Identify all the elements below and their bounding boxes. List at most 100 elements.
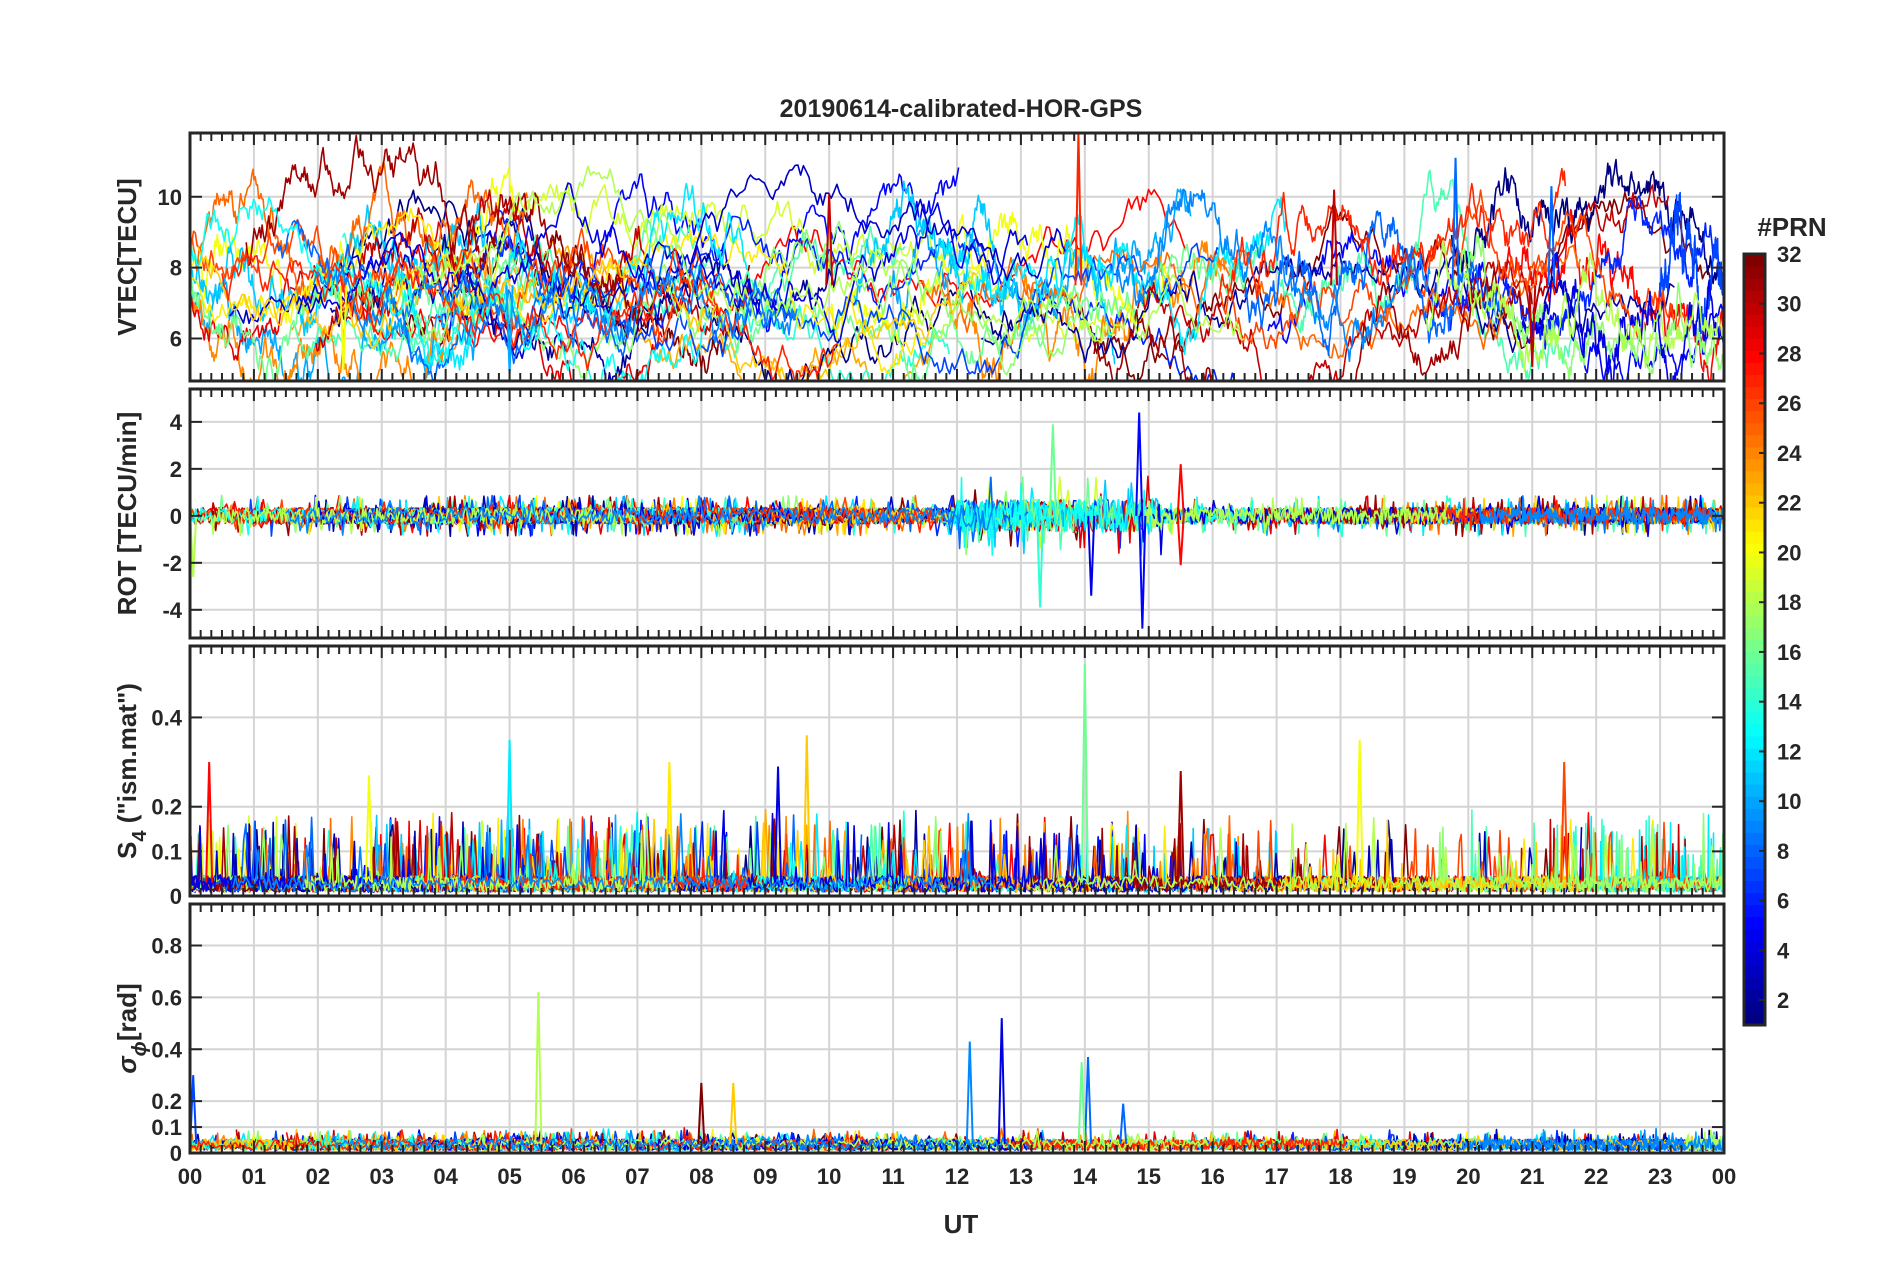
y-tick-label: 4 bbox=[170, 410, 183, 435]
series-line-prn-9 bbox=[285, 495, 996, 536]
panel-vtec: 6 8 10 VTEC[TECU] bbox=[112, 131, 1726, 383]
colorbar-tick-label: 6 bbox=[1777, 889, 1789, 914]
x-tick-label: 08 bbox=[689, 1164, 713, 1189]
peak-prn-8 bbox=[1119, 1103, 1128, 1144]
colorbar-tick-label: 12 bbox=[1777, 739, 1801, 764]
colorbar-swatch bbox=[1744, 639, 1765, 653]
x-tick-label: 06 bbox=[561, 1164, 585, 1189]
x-axis-label: UT bbox=[944, 1209, 979, 1239]
colorbar-swatch bbox=[1744, 796, 1765, 809]
series-line-prn-8 bbox=[1244, 210, 1504, 357]
colorbar-swatch bbox=[1744, 362, 1765, 376]
x-tick-label: 05 bbox=[497, 1164, 521, 1189]
colorbar-swatch bbox=[1744, 759, 1765, 773]
y-axis-label-sigma_phi: σϕ[rad] bbox=[112, 983, 151, 1073]
colorbar-tick-label: 24 bbox=[1777, 441, 1802, 466]
colorbar-tick-label: 10 bbox=[1777, 789, 1801, 814]
colorbar-swatch bbox=[1744, 591, 1765, 604]
colorbar-swatch bbox=[1744, 458, 1765, 472]
peak-prn-4 bbox=[1087, 515, 1096, 596]
x-tick-label: 01 bbox=[242, 1164, 266, 1189]
colorbar-swatch bbox=[1744, 892, 1765, 906]
peak-prn-27 bbox=[1074, 133, 1083, 286]
colorbar-swatch bbox=[1744, 374, 1765, 388]
y-tick-label: 2 bbox=[170, 457, 182, 482]
y-tick-label: 0 bbox=[170, 504, 182, 529]
panel-sigma_phi: 00.10.2 0.4 0.6 0.8σϕ[rad] bbox=[112, 902, 1726, 1166]
colorbar-tick-label: 20 bbox=[1777, 540, 1801, 565]
series-line-prn-28 bbox=[1503, 208, 1724, 381]
colorbar-swatch bbox=[1744, 988, 1765, 1002]
series-line-prn-21 bbox=[190, 207, 927, 374]
peak-prn-28 bbox=[1176, 515, 1185, 566]
series-vtec bbox=[190, 133, 1724, 381]
colorbar-swatch bbox=[1744, 494, 1765, 508]
x-ticks-sigma_phi bbox=[189, 904, 1725, 1153]
colorbar-swatch bbox=[1744, 314, 1765, 327]
y-tick-label: 0 bbox=[170, 884, 182, 909]
colorbar-swatch bbox=[1744, 627, 1765, 641]
colorbar-swatch bbox=[1744, 470, 1765, 484]
series-line-prn-11 bbox=[853, 180, 1116, 365]
colorbar-swatch bbox=[1744, 1000, 1765, 1014]
colorbar-swatch bbox=[1744, 699, 1765, 713]
x-tick-label: 15 bbox=[1137, 1164, 1161, 1189]
series-line-prn-28 bbox=[334, 188, 1187, 351]
colorbar-swatch bbox=[1744, 434, 1765, 448]
colorbar-swatch bbox=[1744, 687, 1765, 701]
colorbar-title: #PRN bbox=[1757, 212, 1826, 242]
colorbar-swatch bbox=[1744, 820, 1765, 833]
colorbar-swatch bbox=[1744, 784, 1765, 797]
peak-prn-31 bbox=[1176, 770, 1185, 883]
peak-prn-20 bbox=[1355, 739, 1364, 883]
colorbar-swatch bbox=[1744, 506, 1765, 520]
series-line-prn-26 bbox=[190, 218, 720, 344]
colorbar-tick-label: 2 bbox=[1777, 988, 1789, 1013]
colorbar-swatch bbox=[1744, 446, 1765, 460]
colorbar-swatch bbox=[1744, 952, 1765, 966]
peak-prn-30 bbox=[1528, 285, 1537, 367]
colorbar-swatch bbox=[1744, 940, 1765, 954]
colorbar-swatch bbox=[1744, 747, 1765, 761]
peak-prn-4 bbox=[774, 766, 783, 883]
colorbar-swatch bbox=[1744, 735, 1765, 749]
peak-prn-28 bbox=[1176, 464, 1185, 516]
x-tick-label: 19 bbox=[1392, 1164, 1416, 1189]
colorbar-swatch bbox=[1744, 386, 1765, 400]
series-line-prn-9 bbox=[312, 257, 798, 348]
series-line-prn-18 bbox=[416, 165, 1245, 346]
x-tick-label: 11 bbox=[881, 1164, 904, 1189]
chart-title: 20190614-calibrated-HOR-GPS bbox=[780, 95, 1143, 123]
panel-rot: -4 -2 0 2 4 ROT [TECU/min] bbox=[112, 387, 1726, 640]
colorbar-swatch bbox=[1744, 1012, 1765, 1026]
colorbar-swatch bbox=[1744, 880, 1765, 894]
series-line-prn-27 bbox=[1218, 167, 1567, 301]
peak-prn-8 bbox=[1451, 157, 1460, 286]
colorbar-tick-label: 30 bbox=[1777, 292, 1801, 317]
colorbar-swatch bbox=[1744, 266, 1765, 279]
y-tick-label: 8 bbox=[170, 256, 182, 281]
peak-prn-22 bbox=[729, 1082, 738, 1144]
colorbar-swatch bbox=[1744, 278, 1765, 291]
series-s4 bbox=[190, 663, 1724, 893]
colorbar-swatch bbox=[1744, 868, 1765, 882]
series-line-prn-31 bbox=[245, 134, 645, 325]
colorbar-tick-label: 18 bbox=[1777, 590, 1801, 615]
colorbar-swatch bbox=[1744, 663, 1765, 677]
series-line-prn-7 bbox=[1658, 191, 1724, 336]
colorbar-frame bbox=[1742, 252, 1767, 1027]
x-tick-label: 02 bbox=[306, 1164, 330, 1189]
x-tick-label: 16 bbox=[1200, 1164, 1224, 1189]
y-axis-label-vtec: VTEC[TECU] bbox=[112, 178, 142, 335]
series-line-prn-19 bbox=[448, 182, 1107, 343]
colorbar-tick-label: 22 bbox=[1777, 491, 1801, 516]
colorbar-swatch bbox=[1744, 904, 1765, 918]
x-tick-label: 10 bbox=[817, 1164, 841, 1189]
y-tick-label: 10 bbox=[158, 185, 182, 210]
series-line-prn-18 bbox=[1144, 494, 1448, 535]
colorbar-swatch bbox=[1744, 964, 1765, 978]
colorbar-swatch bbox=[1744, 723, 1765, 737]
series-line-prn-25 bbox=[190, 161, 529, 305]
colorbar-swatch bbox=[1744, 410, 1765, 424]
